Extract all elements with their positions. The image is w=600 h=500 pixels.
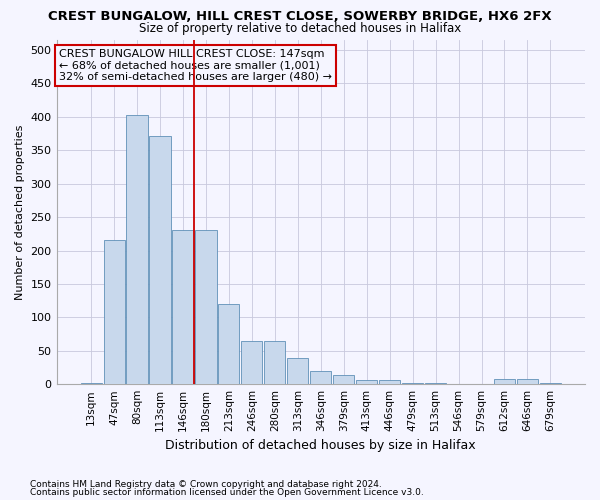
Bar xyxy=(517,379,538,384)
Bar xyxy=(172,230,194,384)
Text: CREST BUNGALOW, HILL CREST CLOSE, SOWERBY BRIDGE, HX6 2FX: CREST BUNGALOW, HILL CREST CLOSE, SOWERB… xyxy=(48,10,552,24)
Bar xyxy=(196,230,217,384)
Bar xyxy=(540,383,561,384)
Bar xyxy=(379,380,400,384)
Bar xyxy=(333,375,354,384)
Text: Size of property relative to detached houses in Halifax: Size of property relative to detached ho… xyxy=(139,22,461,35)
X-axis label: Distribution of detached houses by size in Halifax: Distribution of detached houses by size … xyxy=(166,440,476,452)
Text: Contains public sector information licensed under the Open Government Licence v3: Contains public sector information licen… xyxy=(30,488,424,497)
Bar xyxy=(310,371,331,384)
Bar xyxy=(402,383,423,384)
Bar xyxy=(80,383,101,384)
Bar xyxy=(287,358,308,384)
Bar xyxy=(149,136,170,384)
Bar xyxy=(241,340,262,384)
Text: Contains HM Land Registry data © Crown copyright and database right 2024.: Contains HM Land Registry data © Crown c… xyxy=(30,480,382,489)
Bar xyxy=(494,379,515,384)
Bar xyxy=(425,383,446,384)
Y-axis label: Number of detached properties: Number of detached properties xyxy=(15,124,25,300)
Bar xyxy=(104,240,125,384)
Bar xyxy=(127,115,148,384)
Bar xyxy=(218,304,239,384)
Text: CREST BUNGALOW HILL CREST CLOSE: 147sqm
← 68% of detached houses are smaller (1,: CREST BUNGALOW HILL CREST CLOSE: 147sqm … xyxy=(59,48,332,82)
Bar xyxy=(264,340,286,384)
Bar xyxy=(356,380,377,384)
